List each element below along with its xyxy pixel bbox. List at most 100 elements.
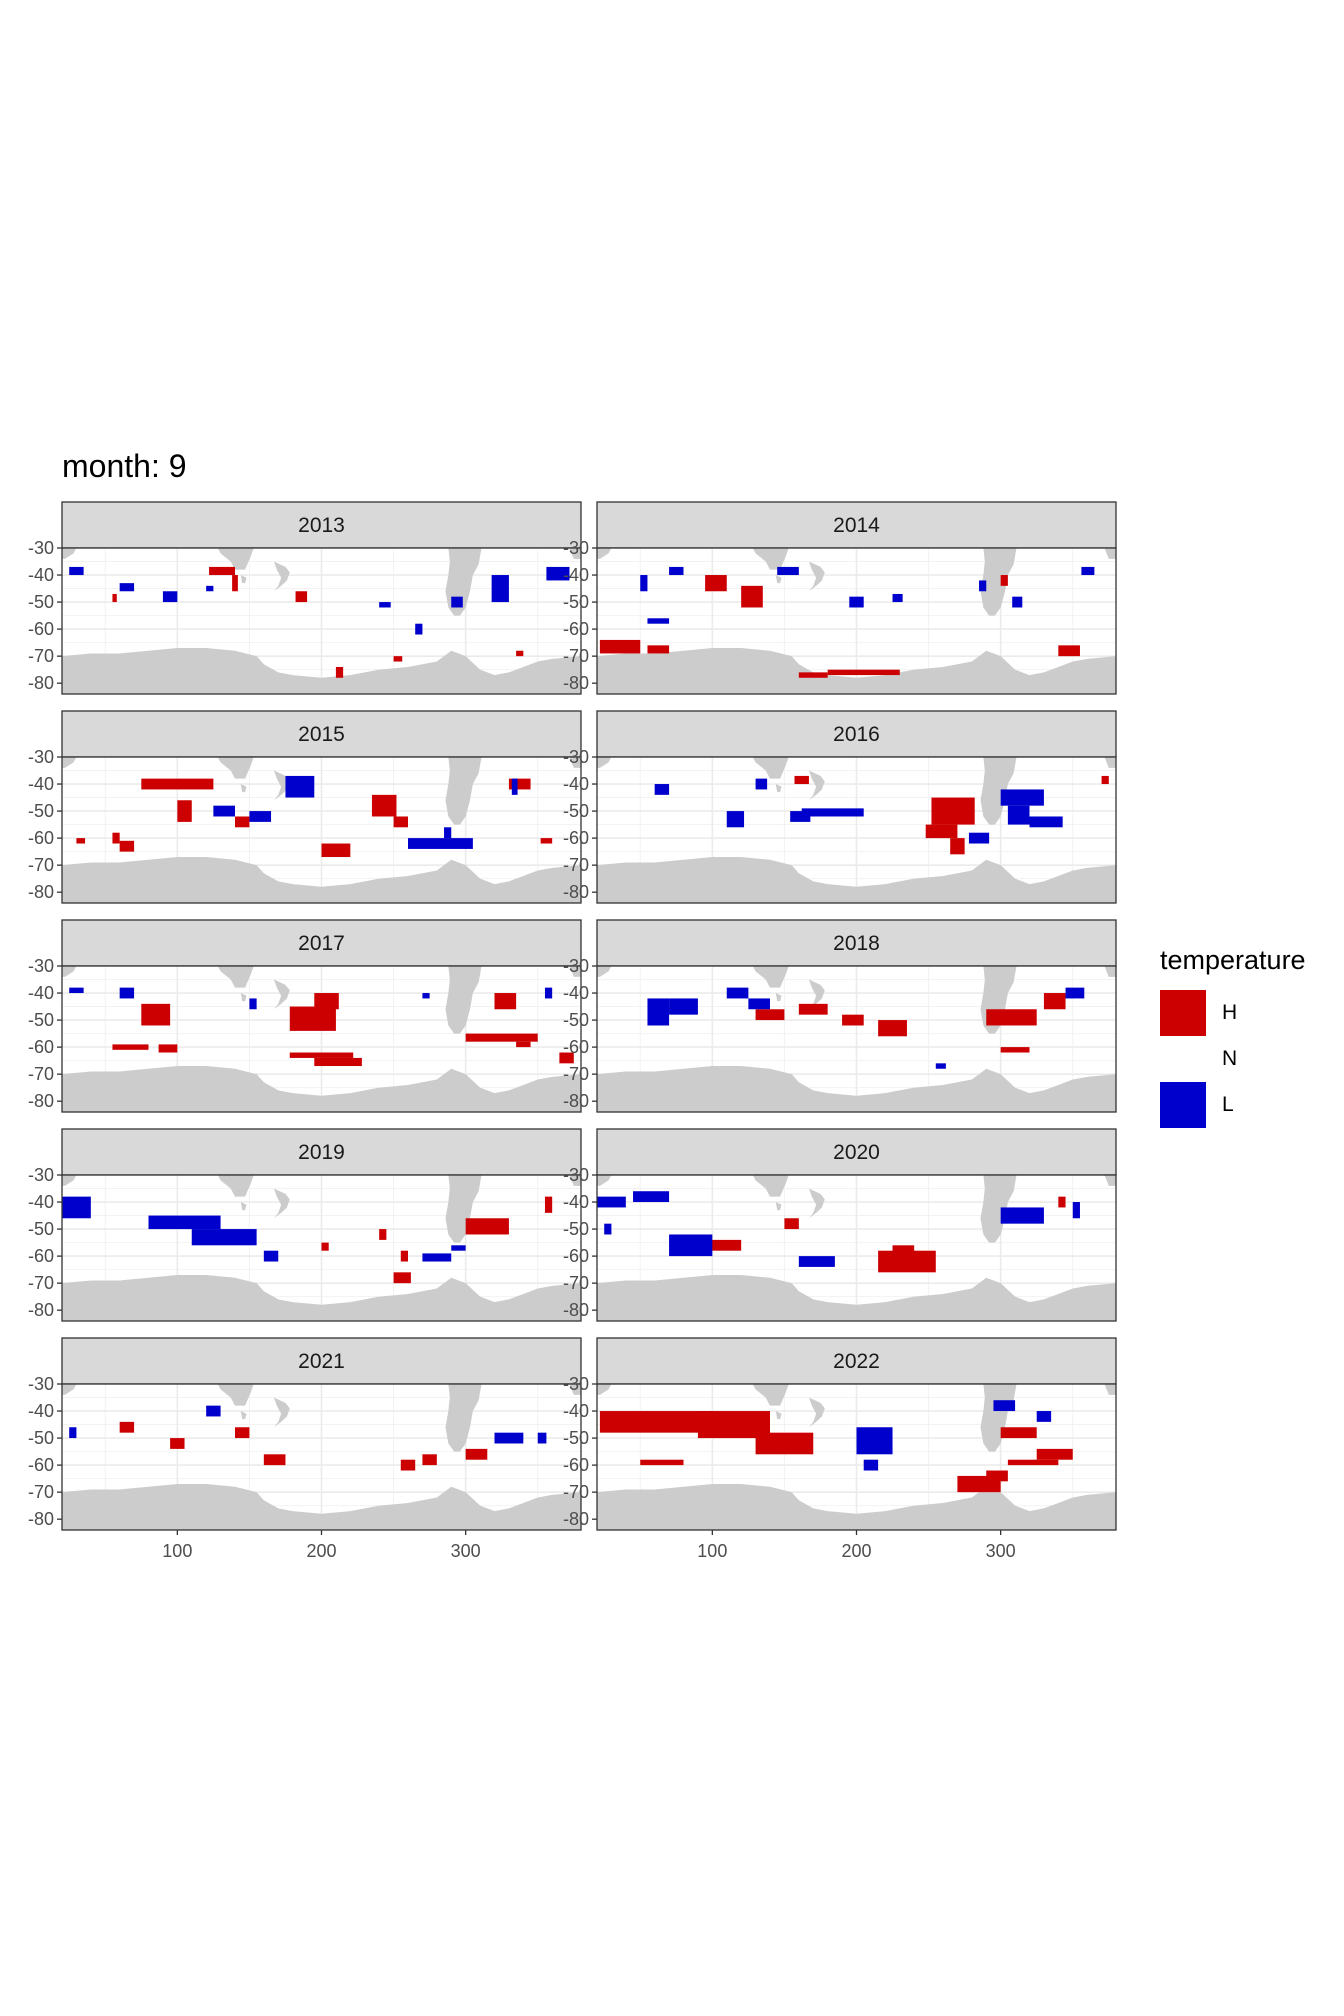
cell-high [494,993,517,1010]
y-tick-label: -60 [28,828,54,848]
cell-low [892,593,903,603]
land-tasmania [240,575,247,584]
land-antarctica [597,857,1116,903]
cell-high [1000,1047,1030,1053]
facet-panel-2014: 2014 -30 -40 -50 -60 -70 -80 [563,501,1117,695]
cell-low [1065,987,1085,999]
cell-high [1000,1427,1037,1439]
cell-high [393,656,403,662]
facet-strip-label: 2014 [833,514,880,537]
y-tick-label: -40 [28,1192,54,1212]
y-tick-label: -60 [563,1037,589,1057]
land-tasmania [775,575,782,584]
land-australia [752,1384,789,1406]
facet-panel-2016: 2016 -30 -40 -50 -60 -70 -80 [563,710,1117,904]
cell-low [69,987,84,994]
y-tick-label: -50 [28,1010,54,1030]
cell-low [494,1432,524,1444]
cell-high [314,1057,362,1067]
y-tick-label: -40 [28,1401,54,1421]
panel-border [61,965,582,1113]
legend-label-n: N [1222,1047,1238,1070]
cell-low [422,993,430,999]
cell-high [755,1009,785,1021]
y-tick-label: -70 [28,1482,54,1502]
cell-low [263,1250,279,1262]
y-tick-label: -40 [563,983,589,1003]
y-tick-label: -50 [28,592,54,612]
y-tick-label: -80 [563,1091,589,1111]
y-tick-label: -30 [563,1165,589,1185]
x-tick-label: 300 [451,1541,481,1561]
y-tick-label: -30 [28,747,54,767]
land-south-america [445,757,482,825]
y-tick-label: -40 [28,774,54,794]
y-tick-label: -80 [28,882,54,902]
facet-strip-label: 2019 [298,1141,345,1164]
y-tick-label: -70 [563,855,589,875]
cell-high [931,797,975,825]
cell-high [827,669,900,676]
land-tasmania [240,1202,247,1211]
y-tick-label: -40 [563,1401,589,1421]
y-tick-label: -80 [28,1091,54,1111]
cell-high [794,775,809,785]
land-tasmania [775,1411,782,1420]
cell-high [798,672,828,678]
cell-high [112,1044,149,1050]
cell-high [683,1239,742,1251]
land-africa [62,757,77,768]
facet-panel-2021: 2021 -30 -40 -50 -60 -70 -80 100 200 300 [28,1337,582,1561]
y-tick-label: -40 [563,774,589,794]
land-australia [217,966,254,988]
cell-high [177,800,192,822]
land-new-zealand [273,1397,290,1428]
legend-label-l: L [1222,1093,1234,1116]
facet-panel-2013: 2013 -30 -40 -50 -60 -70 -80 [28,501,582,695]
land-africa [62,966,77,977]
cell-high [141,778,214,790]
cell-high [798,1003,828,1015]
panel-border [61,756,582,904]
panel-border [596,965,1117,1113]
land-africa-east [1104,1175,1116,1186]
x-tick-label: 200 [306,1541,336,1561]
cell-low [546,566,570,581]
land-australia [752,548,789,570]
legend-title: temperature [1160,945,1306,975]
y-tick-label: -80 [28,1509,54,1529]
cell-high [465,1033,538,1042]
y-tick-label: -50 [563,592,589,612]
cell-high [141,1003,171,1026]
cell-high [170,1438,185,1449]
land-tasmania [775,1202,782,1211]
cell-low [669,566,684,576]
cell-low [1072,1202,1080,1219]
cell-low [755,778,768,790]
legend-item-n: N [1160,1036,1306,1082]
facet-strip [61,501,582,549]
x-tick-label: 100 [162,1541,192,1561]
y-tick-label: -80 [563,882,589,902]
cell-low [537,1432,547,1444]
cell-high [1007,1459,1059,1466]
land-new-zealand [273,1188,290,1219]
y-tick-label: -60 [28,619,54,639]
cell-high [892,1245,915,1262]
cell-low [544,987,553,999]
cell-high [784,1218,799,1230]
legend-swatch-h [1160,990,1206,1036]
y-tick-label: -60 [28,1037,54,1057]
cell-high [1058,1196,1066,1208]
cell-high [314,993,339,1010]
y-tick-label: -30 [28,956,54,976]
legend-item-l: L [1160,1082,1306,1128]
cell-high [209,566,235,576]
cell-high [755,1432,814,1455]
cell-high [540,838,553,844]
land-africa-east [1104,548,1116,559]
y-tick-label: -70 [28,646,54,666]
cell-low [849,596,864,608]
cell-low [669,1234,713,1257]
